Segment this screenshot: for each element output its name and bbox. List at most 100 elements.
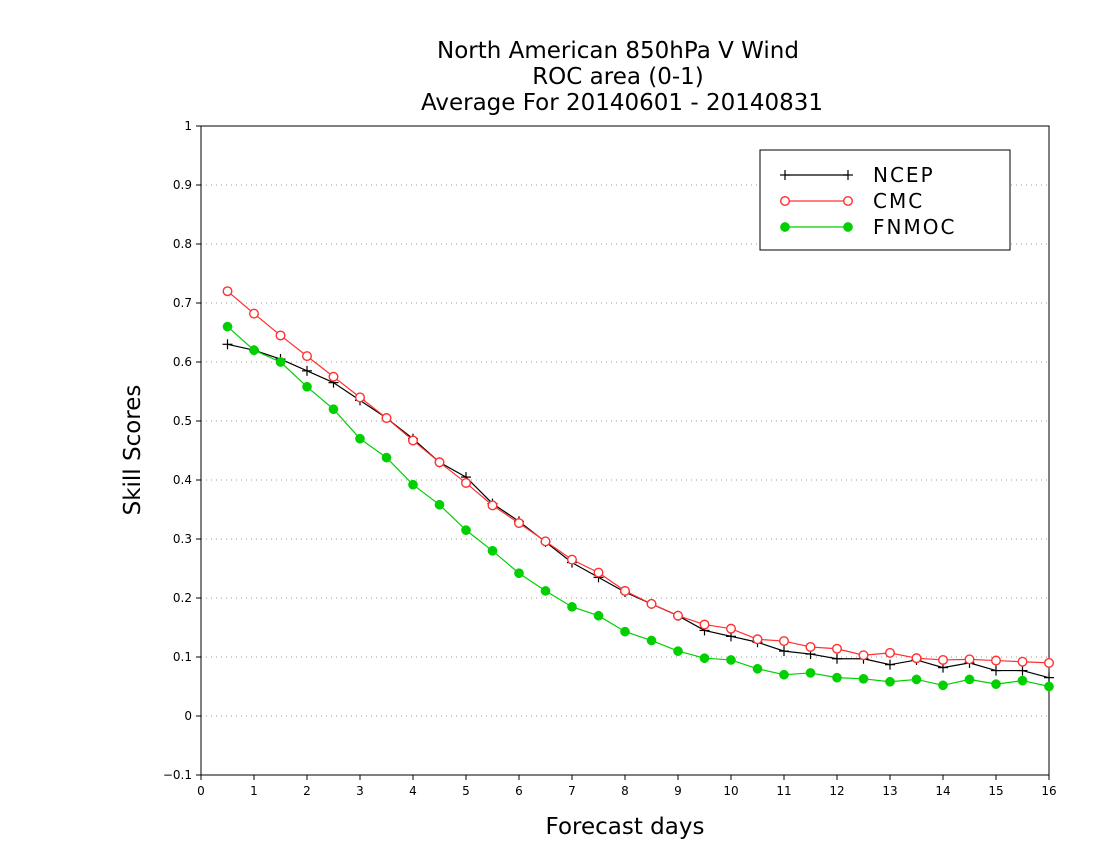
point-fnmoc-14 (593, 610, 604, 621)
point-fnmoc-1 (249, 345, 259, 356)
x-tick-label-6: 6 (515, 784, 523, 798)
point-ncep-30 (1017, 665, 1028, 676)
point-fnmoc-9 (461, 525, 471, 536)
chart-title-line-3: Average For 20140601 - 20140831 (421, 90, 823, 116)
point-ncep-21 (779, 646, 789, 657)
y-tick-label-11: 1 (184, 119, 192, 133)
y-tick-label-10: 0.9 (173, 178, 192, 192)
x-tick-label-15: 15 (988, 784, 1003, 798)
axis-ticks: −0.100.10.20.30.40.50.60.70.80.910 1 2 3 4 5 6… (163, 119, 1057, 798)
x-tick-label-13: 13 (882, 784, 897, 798)
legend-label-cmc: CMC (873, 189, 924, 213)
x-tick-label-14: 14 (935, 784, 950, 798)
point-fnmoc-13 (567, 602, 577, 612)
legend-label-fnmoc: FNMOC (873, 215, 956, 239)
x-tick-label-12: 12 (829, 784, 844, 798)
series-layer (222, 286, 1054, 692)
point-fnmoc-19 (726, 655, 736, 665)
chart-title: North American 850hPa V Wind ROC area (0… (421, 38, 823, 116)
point-cmc-30 (1017, 656, 1028, 667)
legend-samples (780, 170, 854, 232)
point-cmc-27 (938, 654, 949, 665)
legend-sample-ncep (780, 170, 853, 180)
point-fnmoc-17 (673, 646, 683, 656)
legend-marker-end-cmc (843, 195, 854, 206)
y-tick-label-6: 0.5 (173, 414, 192, 428)
x-tick-label-11: 11 (776, 784, 791, 798)
point-fnmoc-27 (938, 680, 948, 691)
point-fnmoc-15 (620, 626, 630, 637)
legend-marker-start-cmc (780, 195, 791, 206)
point-fnmoc-30 (1017, 675, 1028, 686)
legend-marker-end-fnmoc (843, 222, 853, 232)
point-fnmoc-22 (805, 668, 816, 678)
legend-sample-fnmoc (780, 222, 853, 232)
point-fnmoc-21 (779, 669, 789, 680)
y-tick-label-2: 0.1 (173, 650, 192, 664)
legend-marker-start-ncep (780, 170, 790, 180)
point-fnmoc-20 (752, 663, 763, 674)
point-cmc-24 (858, 650, 869, 661)
point-ncep-3 (302, 365, 312, 376)
x-tick-label-9: 9 (674, 784, 682, 798)
point-cmc-25 (885, 647, 896, 658)
point-cmc-1 (248, 308, 259, 319)
point-fnmoc-31 (1044, 681, 1054, 692)
point-cmc-17 (673, 610, 684, 621)
point-fnmoc-3 (302, 381, 312, 392)
point-cmc-15 (620, 585, 631, 596)
point-cmc-28 (964, 654, 975, 665)
point-ncep-0 (222, 339, 233, 350)
point-cmc-7 (408, 435, 419, 446)
series-line-ncep (227, 343, 1050, 679)
point-fnmoc-24 (858, 673, 869, 684)
point-cmc-31 (1043, 657, 1054, 668)
chart-title-line-1: North American 850hPa V Wind (437, 38, 799, 64)
point-cmc-26 (911, 653, 922, 664)
point-cmc-29 (991, 655, 1002, 666)
series-line-fnmoc (227, 326, 1050, 688)
point-fnmoc-7 (408, 479, 418, 490)
legend-box (759, 149, 1011, 251)
x-tick-label-3: 3 (356, 784, 364, 798)
point-cmc-9 (461, 477, 472, 488)
series-fnmoc (222, 321, 1054, 692)
point-fnmoc-29 (991, 679, 1001, 689)
point-ncep-31 (1044, 672, 1054, 683)
point-fnmoc-23 (832, 672, 842, 683)
y-tick-label-0: −0.1 (163, 768, 192, 782)
legend-label-ncep: NCEP (873, 163, 935, 187)
y-tick-label-8: 0.7 (173, 296, 192, 310)
x-tick-label-10: 10 (723, 784, 738, 798)
point-fnmoc-12 (540, 586, 551, 596)
x-tick-label-16: 16 (1041, 784, 1056, 798)
series-line-cmc (227, 290, 1050, 664)
y-tick-label-9: 0.8 (173, 237, 192, 251)
y-tick-label-5: 0.4 (173, 473, 192, 487)
point-fnmoc-2 (275, 357, 286, 367)
y-axis-title: Skill Scores (120, 385, 146, 516)
legend: NCEP CMC FNMOC (759, 149, 1011, 251)
x-tick-label-2: 2 (303, 784, 311, 798)
point-fnmoc-26 (911, 674, 922, 685)
x-tick-label-0: 0 (197, 784, 205, 798)
point-fnmoc-0 (222, 321, 233, 332)
x-tick-label-4: 4 (409, 784, 417, 798)
x-tick-label-7: 7 (568, 784, 576, 798)
point-fnmoc-8 (434, 499, 445, 510)
chart-title-line-2: ROC area (0-1) (532, 64, 704, 90)
y-tick-label-3: 0.2 (173, 591, 192, 605)
legend-marker-start-fnmoc (780, 222, 790, 232)
x-tick-label-5: 5 (462, 784, 470, 798)
series-cmc (222, 286, 1054, 668)
point-cmc-13 (567, 554, 578, 565)
point-fnmoc-16 (646, 635, 657, 646)
point-cmc-21 (779, 636, 790, 647)
point-cmc-22 (805, 641, 816, 652)
point-fnmoc-10 (487, 545, 498, 556)
point-cmc-14 (593, 567, 604, 578)
y-tick-label-1: 0 (184, 709, 192, 723)
point-cmc-20 (752, 634, 763, 645)
point-cmc-18 (699, 619, 710, 630)
